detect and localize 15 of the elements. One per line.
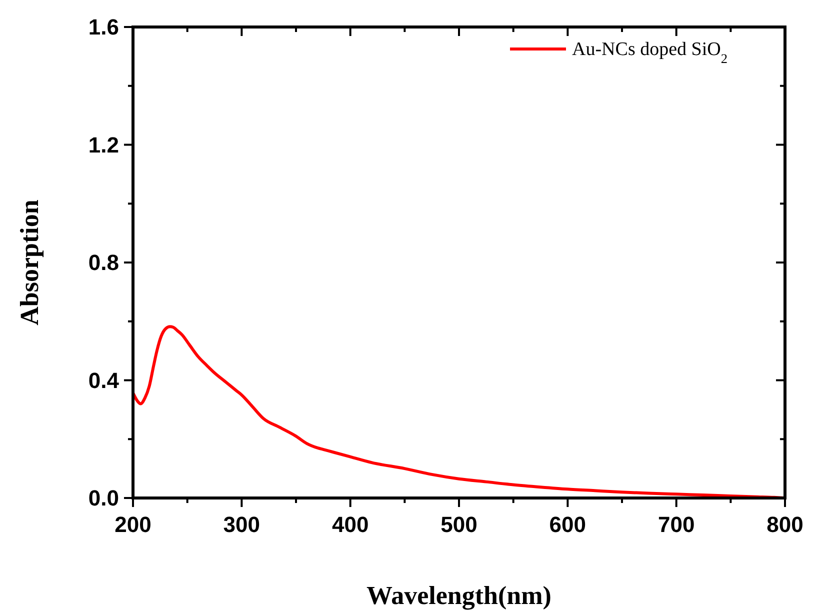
x-tick-label: 400	[332, 512, 369, 537]
x-tick-label: 700	[658, 512, 695, 537]
legend-label: Au-NCs doped SiO$_{2}$	[572, 39, 728, 66]
x-tick-label: 600	[549, 512, 586, 537]
y-tick-label: 0.4	[88, 368, 120, 393]
x-tick-label: 500	[440, 512, 478, 537]
x-axis-title: Wavelength(nm)	[366, 581, 552, 610]
y-tick-label: 0.8	[88, 250, 119, 276]
y-axis-title: Absorption	[15, 199, 44, 326]
y-tick-label: 0.0	[88, 486, 119, 511]
y-tick-label: 1.2	[88, 132, 119, 158]
x-tick-label: 300	[223, 512, 260, 537]
x-tick-label: 200	[114, 512, 152, 537]
x-tick-label: 800	[766, 512, 804, 537]
y-tick-label: 1.6	[88, 14, 119, 40]
